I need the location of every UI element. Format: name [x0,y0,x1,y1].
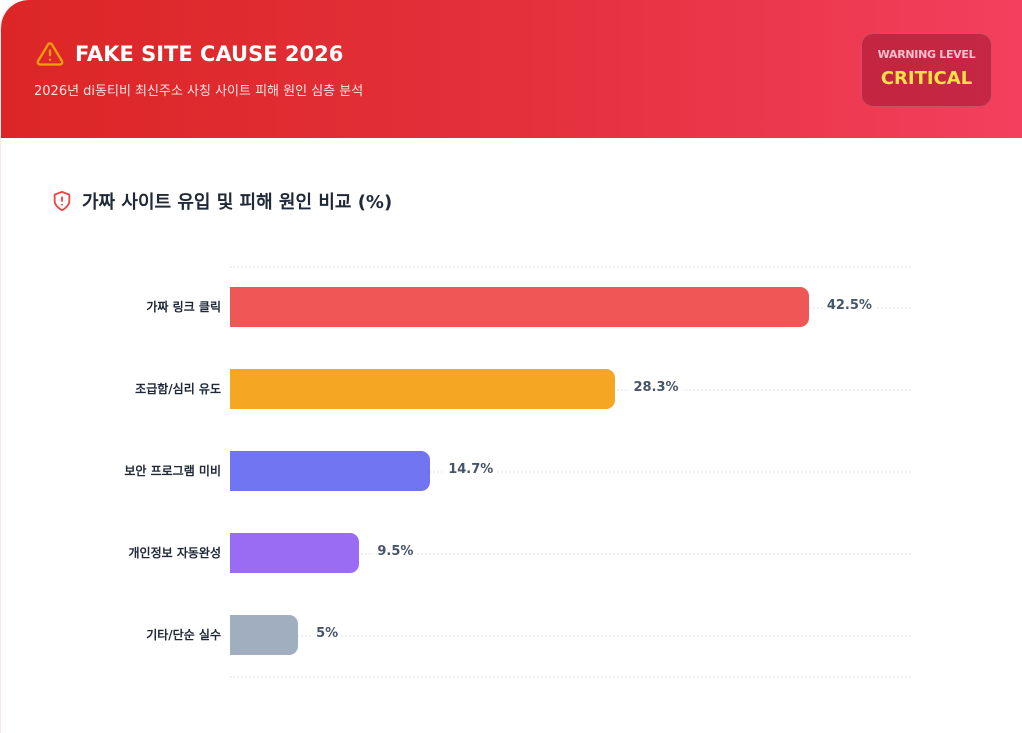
value-label: 9.5% [374,544,417,559]
bar[interactable] [230,533,360,573]
bar-row: 조급함/심리 유도 28.3% [135,369,911,409]
header-banner: FAKE SITE CAUSE 2026 2026년 di동티비 최신주소 사칭… [1,0,1022,138]
bar-row: 보안 프로그램 미비 14.7% [124,451,911,491]
warning-triangle-icon [36,42,64,66]
category-label: 조급함/심리 유도 [135,382,221,396]
chart-title-row: 가짜 사이트 유입 및 피해 원인 비교 (%) [51,188,392,214]
bar[interactable] [230,287,809,327]
bar-row: 기타/단순 실수 5% [146,615,911,655]
bar[interactable] [230,615,299,655]
warning-level-badge: WARNING LEVEL CRITICAL [861,33,992,107]
bar[interactable] [230,369,616,409]
gridline [230,266,911,268]
value-label: 14.7% [445,462,497,477]
bar-chart: 가짜 링크 클릭 42.5% 조급함/심리 유도 28.3% 보안 프로그램 미비 14.… [124,266,911,678]
value-label: 42.5% [823,298,875,313]
category-label: 기타/단순 실수 [146,628,221,642]
page-subtitle: 2026년 di동티비 최신주소 사칭 사이트 피해 원인 심층 분석 [34,84,364,99]
category-label: 보안 프로그램 미비 [124,464,221,478]
page-title: FAKE SITE CAUSE 2026 [75,42,344,66]
badge-value: CRITICAL [880,68,973,89]
gridline [230,635,911,637]
gridline [230,553,911,555]
badge-label: WARNING LEVEL [877,48,976,61]
value-label: 28.3% [630,380,682,395]
chart-title: 가짜 사이트 유입 및 피해 원인 비교 (%) [82,192,393,213]
header-title-row: FAKE SITE CAUSE 2026 [35,40,343,68]
category-label: 개인정보 자동완성 [128,546,222,560]
category-label: 가짜 링크 클릭 [146,300,221,314]
gridline [230,471,911,473]
shield-alert-icon [53,190,71,212]
bar[interactable] [230,451,431,491]
bar-row: 개인정보 자동완성 9.5% [129,533,911,573]
gridline [230,676,911,678]
value-label: 5% [313,626,342,641]
bar-row: 가짜 링크 클릭 42.5% [146,287,911,327]
